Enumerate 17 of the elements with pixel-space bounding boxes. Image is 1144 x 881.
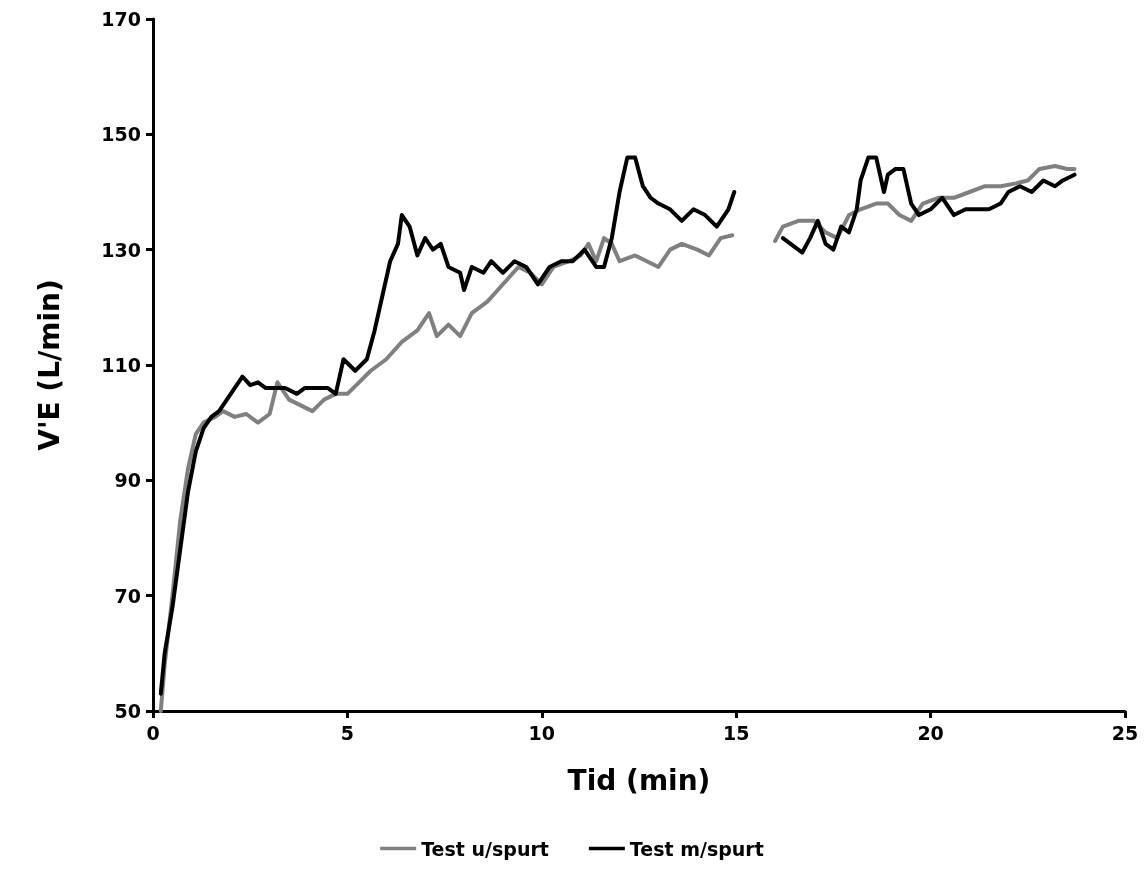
x-axis-title: Tid (min) xyxy=(567,763,711,797)
x-tick-label: 0 xyxy=(146,721,160,744)
y-tick-label: 110 xyxy=(101,354,141,376)
y-tick-label: 70 xyxy=(114,584,141,607)
x-tick-label: 15 xyxy=(722,721,750,744)
y-tick-label: 170 xyxy=(101,8,141,30)
y-tick-label: 130 xyxy=(101,238,141,261)
y-tick-label: 150 xyxy=(101,123,141,146)
y-tick-label: 50 xyxy=(114,700,141,722)
x-tick-label: 10 xyxy=(528,721,556,744)
legend-label: Test m/spurt xyxy=(629,837,764,860)
x-tick-label: 5 xyxy=(340,721,355,744)
x-tick-label: 25 xyxy=(1111,721,1139,744)
y-tick-label: 90 xyxy=(114,469,141,492)
x-tick-label: 20 xyxy=(917,721,944,744)
y-axis-title: V'E (L/min) xyxy=(32,279,66,451)
legend-label: Test u/spurt xyxy=(421,837,549,860)
